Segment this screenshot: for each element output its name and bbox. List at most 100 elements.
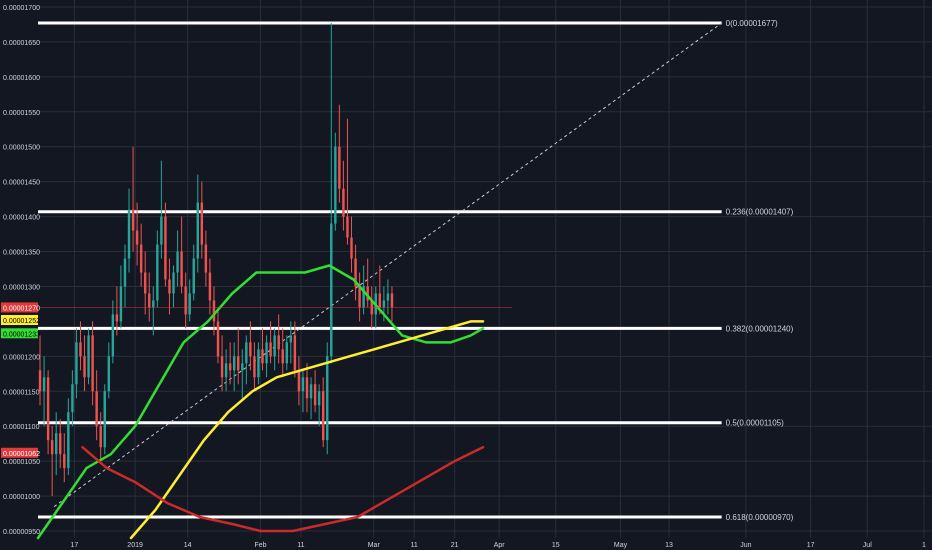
candle-body <box>139 244 143 273</box>
candle-body <box>204 244 208 273</box>
fib-level-label: 0.618(0.00000970) <box>726 513 794 522</box>
candle-body <box>192 258 195 294</box>
candle-body <box>50 440 54 455</box>
grid <box>38 0 932 538</box>
candle-body <box>46 377 50 441</box>
candle-body <box>350 237 353 259</box>
moving-average-line <box>81 445 485 533</box>
y-tick-label: 0.00001050 <box>3 459 40 466</box>
candle-body <box>237 356 240 371</box>
candle-body <box>184 286 187 315</box>
candle-body <box>172 272 175 294</box>
candle-body <box>87 335 90 378</box>
candle-body <box>301 377 305 392</box>
candle-body <box>148 293 151 308</box>
trend-line[interactable] <box>53 22 722 507</box>
candle-body <box>228 363 232 371</box>
candle-body <box>330 223 333 357</box>
y-tick-label: 0.00000950 <box>3 529 40 536</box>
candle-body <box>99 426 102 448</box>
candle-body <box>253 356 256 378</box>
candle-body <box>107 356 111 392</box>
candle-body <box>176 251 179 273</box>
candle-body <box>156 244 159 301</box>
x-tick-label: Apr <box>494 542 506 549</box>
candle-body <box>273 335 276 357</box>
candle-body <box>249 342 252 357</box>
price-marker-box <box>1 302 38 313</box>
candle-body <box>390 293 394 308</box>
candle-body <box>38 370 42 392</box>
y-axis: 0.00000950 0.00001000 0.00001050 0.00001100… <box>3 5 40 536</box>
candle-body <box>317 391 321 406</box>
candle-body <box>63 454 66 469</box>
x-tick-label: 13 <box>665 542 673 549</box>
candle-body <box>127 209 131 259</box>
candle-body <box>111 314 115 357</box>
fib-retracement[interactable]: 0(0.00001677) 0.236(0.00001407) 0.382(0.00… <box>38 19 794 522</box>
candle-body <box>168 279 171 294</box>
trend-line-segment <box>53 22 722 507</box>
fib-level-label: 0(0.00001677) <box>726 19 778 28</box>
x-axis: 17 2019 14 Feb 11 Mar 11 21 Apr 15 May 13 Jun 17 Jul 1 <box>71 542 926 549</box>
x-tick-label: Mar <box>368 542 381 549</box>
candle-body <box>83 356 86 378</box>
moving-average-line <box>129 320 485 540</box>
candle-body <box>131 209 135 231</box>
candle-body <box>59 433 62 455</box>
candle-body <box>285 342 288 364</box>
candle-body <box>386 293 390 301</box>
x-tick-label: 21 <box>451 542 459 549</box>
x-tick-label: Jul <box>863 542 872 549</box>
x-tick-label: Jun <box>740 542 751 549</box>
x-tick-label: 2019 <box>127 542 143 549</box>
candle-body <box>180 251 183 287</box>
x-tick-label: 11 <box>297 542 304 549</box>
y-tick-label: 0.00001550 <box>3 110 40 117</box>
candle-body <box>220 356 224 378</box>
candle-body <box>216 321 220 357</box>
candle-body <box>91 335 94 392</box>
candle-body <box>188 293 191 315</box>
x-tick-label: 15 <box>552 542 560 549</box>
y-tick-label: 0.00001000 <box>3 494 40 501</box>
candle-body <box>196 202 200 259</box>
x-tick-label: May <box>614 542 628 549</box>
candle-body <box>309 384 313 399</box>
candle-body <box>362 286 365 308</box>
candle-body <box>152 300 155 308</box>
candle-body <box>71 384 74 413</box>
candle-body <box>160 216 163 245</box>
y-tick-label: 0.00001700 <box>3 5 40 12</box>
candle-body <box>277 335 280 350</box>
y-tick-label: 0.00001300 <box>3 284 40 291</box>
candle-body <box>305 377 309 399</box>
x-tick-label: 14 <box>184 542 192 549</box>
y-tick-label: 0.00001500 <box>3 145 40 152</box>
candle-body <box>334 146 337 224</box>
candle-body <box>378 293 382 308</box>
candle-body <box>261 349 264 364</box>
candle-body <box>321 391 325 441</box>
x-tick-label: 11 <box>411 542 418 549</box>
y-tick-label: 0.00001150 <box>3 389 40 396</box>
price-markers: 0.00001270 0.00001252 0.00001233 0.00001062 <box>1 302 512 458</box>
candle-body <box>67 412 70 469</box>
candle-body <box>326 356 329 441</box>
y-tick-label: 0.00001350 <box>3 250 40 257</box>
candle-body <box>224 363 228 378</box>
y-tick-label: 0.00001400 <box>3 215 40 222</box>
candle-body <box>245 342 248 364</box>
candle-body <box>75 342 78 385</box>
candle-body <box>313 384 317 406</box>
price-marker-box <box>1 447 38 458</box>
y-tick-label: 0.00001450 <box>3 180 40 187</box>
moving-averages <box>36 264 485 540</box>
candle-body <box>354 258 357 287</box>
y-tick-label: 0.00001200 <box>3 354 40 361</box>
candle-body <box>358 286 361 308</box>
candle-body <box>212 300 216 322</box>
candle-body <box>103 391 106 448</box>
